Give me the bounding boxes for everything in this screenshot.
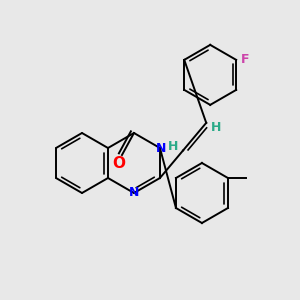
Text: H: H bbox=[168, 140, 178, 153]
Text: F: F bbox=[241, 53, 250, 66]
Text: N: N bbox=[156, 142, 166, 155]
Text: O: O bbox=[112, 155, 125, 170]
Text: N: N bbox=[129, 185, 139, 199]
Text: H: H bbox=[211, 121, 221, 134]
